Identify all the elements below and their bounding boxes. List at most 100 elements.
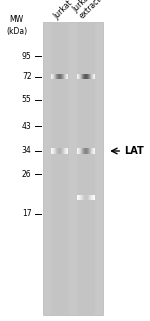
Bar (51, 148, 52, 154)
Bar (89, 148, 90, 154)
Bar (55, 74, 56, 79)
Bar (88, 74, 89, 79)
Bar (57, 148, 58, 154)
Bar (58, 74, 59, 79)
Bar (81, 148, 82, 154)
Bar (86, 148, 87, 154)
Bar (54, 148, 55, 154)
Bar (83, 148, 84, 154)
Bar (82, 195, 83, 200)
Bar (90, 74, 91, 79)
Bar (53, 148, 54, 154)
Bar (78, 195, 79, 200)
Bar (91, 195, 92, 200)
Bar (59, 148, 60, 154)
Text: 55: 55 (22, 95, 32, 104)
Bar (80, 195, 81, 200)
Text: Jurkat membrane
extract: Jurkat membrane extract (71, 0, 132, 21)
Bar (52, 74, 53, 79)
Bar (77, 22, 95, 315)
Bar (88, 148, 89, 154)
Text: MW
(kDa): MW (kDa) (6, 15, 27, 36)
Bar (61, 74, 62, 79)
Bar (60, 74, 61, 79)
Text: Jurkat: Jurkat (52, 0, 74, 21)
Bar (83, 74, 84, 79)
Bar (88, 195, 89, 200)
Bar (83, 195, 84, 200)
Bar (80, 74, 81, 79)
Bar (90, 195, 91, 200)
Bar (85, 74, 86, 79)
Bar (85, 195, 86, 200)
Bar (94, 148, 95, 154)
Bar (63, 148, 64, 154)
Bar (62, 148, 63, 154)
Text: 43: 43 (22, 122, 32, 131)
Bar (92, 74, 93, 79)
Bar (87, 74, 88, 79)
Bar (92, 195, 93, 200)
Bar (77, 74, 78, 79)
Bar (66, 148, 67, 154)
Bar (54, 74, 55, 79)
Bar (52, 148, 53, 154)
Bar (79, 195, 80, 200)
Bar (53, 74, 54, 79)
Text: 72: 72 (22, 72, 32, 81)
Bar (57, 74, 58, 79)
Bar (65, 74, 66, 79)
Bar (56, 74, 57, 79)
Bar (79, 74, 80, 79)
Bar (87, 195, 88, 200)
Bar (58, 148, 59, 154)
Bar (94, 74, 95, 79)
Bar (80, 148, 81, 154)
Bar (86, 195, 87, 200)
Bar (77, 195, 78, 200)
Bar (87, 148, 88, 154)
Bar (93, 74, 94, 79)
Bar (66, 74, 67, 79)
Bar (67, 74, 68, 79)
Bar (84, 148, 85, 154)
Bar (92, 148, 93, 154)
Bar (51, 74, 52, 79)
Bar (90, 148, 91, 154)
Bar (86, 74, 87, 79)
Bar (79, 148, 80, 154)
Text: 95: 95 (22, 52, 32, 61)
Text: 34: 34 (22, 146, 32, 155)
Bar (89, 195, 90, 200)
Bar (51, 22, 69, 315)
Text: LAT: LAT (124, 146, 144, 156)
Bar (62, 74, 63, 79)
Bar (82, 148, 83, 154)
Bar (94, 195, 95, 200)
Bar (84, 74, 85, 79)
Bar (59, 74, 60, 79)
Text: 26: 26 (22, 170, 32, 179)
Bar (78, 148, 79, 154)
Bar (43, 22, 103, 315)
Bar (91, 74, 92, 79)
Bar (81, 195, 82, 200)
Bar (63, 74, 64, 79)
Bar (67, 148, 68, 154)
Bar (65, 148, 66, 154)
Bar (60, 148, 61, 154)
Bar (93, 195, 94, 200)
Bar (64, 148, 65, 154)
Bar (93, 148, 94, 154)
Text: 17: 17 (22, 209, 32, 218)
Bar (89, 74, 90, 79)
Bar (85, 148, 86, 154)
Bar (84, 195, 85, 200)
Bar (77, 148, 78, 154)
Bar (82, 74, 83, 79)
Bar (78, 74, 79, 79)
Bar (81, 74, 82, 79)
Bar (91, 148, 92, 154)
Bar (55, 148, 56, 154)
Bar (56, 148, 57, 154)
